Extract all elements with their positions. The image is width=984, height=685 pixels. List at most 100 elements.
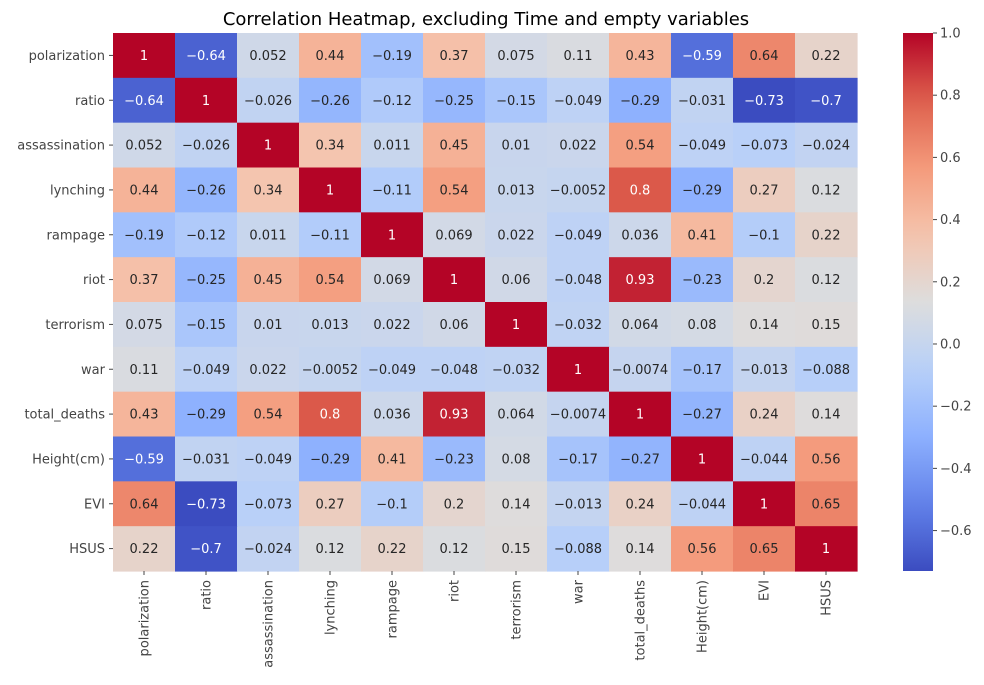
cell-value-label: 0.12 bbox=[812, 273, 841, 288]
cell-value-label: 0.8 bbox=[320, 408, 341, 423]
cell-value-label: 0.064 bbox=[621, 318, 658, 333]
heatmap-cell bbox=[113, 212, 176, 258]
cell-value-label: 1 bbox=[450, 273, 458, 288]
colorbar-tick-label: −0.6 bbox=[940, 524, 972, 539]
heatmap-cell bbox=[299, 391, 362, 438]
heatmap-cell bbox=[299, 302, 362, 348]
heatmap-cell bbox=[795, 212, 858, 258]
heatmap-cell bbox=[175, 257, 238, 303]
heatmap-cell bbox=[795, 77, 858, 124]
heatmap-cell bbox=[113, 346, 176, 393]
cell-value-label: 0.013 bbox=[497, 183, 534, 198]
heatmap-cell bbox=[423, 257, 486, 303]
y-tick-label: rampage bbox=[47, 228, 105, 243]
x-tick-label: rampage bbox=[386, 580, 401, 638]
heatmap-cell bbox=[299, 33, 362, 79]
heatmap-cell bbox=[299, 481, 362, 527]
cell-value-label: 0.075 bbox=[125, 318, 162, 333]
cell-value-label: −0.73 bbox=[744, 94, 784, 109]
heatmap-cell bbox=[485, 212, 548, 258]
cell-value-label: 0.01 bbox=[254, 318, 283, 333]
colorbar-tick-label: 0.6 bbox=[940, 151, 961, 166]
cell-value-label: −0.11 bbox=[310, 228, 350, 243]
colorbar-tick-label: 1.0 bbox=[940, 27, 961, 42]
cell-value-label: −0.026 bbox=[182, 139, 230, 154]
heatmap-cell bbox=[547, 481, 610, 527]
heatmap-cell bbox=[547, 77, 610, 124]
cell-value-label: 1 bbox=[698, 452, 706, 467]
heatmap-cell bbox=[485, 526, 548, 572]
heatmap-cell bbox=[361, 436, 424, 482]
heatmap-cell bbox=[485, 77, 548, 124]
cell-value-label: 0.22 bbox=[812, 228, 841, 243]
cell-value-label: 0.022 bbox=[497, 228, 534, 243]
heatmap-cell bbox=[423, 346, 486, 393]
colorbar-tick-label: 0.8 bbox=[940, 89, 961, 104]
heatmap-cell bbox=[423, 212, 486, 258]
heatmap-cell bbox=[671, 33, 734, 79]
cell-value-label: −0.26 bbox=[310, 94, 350, 109]
heatmap-cell bbox=[671, 436, 734, 482]
heatmap-cell bbox=[671, 77, 734, 124]
y-tick-label: assassination bbox=[17, 139, 105, 154]
heatmap-cell bbox=[795, 302, 858, 348]
y-tick-label: polarization bbox=[29, 49, 105, 64]
y-axis-tick-labels: polarization ratio assassination lynching ra… bbox=[17, 49, 113, 557]
cell-value-label: 0.24 bbox=[750, 408, 779, 423]
x-tick-label: total_deaths bbox=[634, 580, 649, 661]
y-tick-label: total_deaths bbox=[24, 408, 105, 423]
cell-value-label: −0.26 bbox=[186, 183, 226, 198]
heatmap-cell bbox=[423, 526, 486, 572]
cell-value-label: 0.06 bbox=[440, 318, 469, 333]
cell-value-label: 0.56 bbox=[812, 452, 841, 467]
cell-value-label: 0.54 bbox=[254, 408, 283, 423]
heatmap-cell bbox=[423, 167, 486, 213]
heatmap-cell bbox=[113, 257, 176, 303]
heatmap-cell bbox=[547, 122, 610, 169]
heatmap-cell bbox=[361, 526, 424, 572]
cell-value-label: −0.19 bbox=[372, 49, 412, 64]
heatmap-cell bbox=[423, 77, 486, 124]
heatmap-cell bbox=[733, 302, 796, 348]
heatmap-cell bbox=[299, 167, 362, 213]
heatmap-cell bbox=[671, 122, 734, 169]
heatmap-cell bbox=[361, 302, 424, 348]
heatmap-cell bbox=[113, 526, 176, 572]
cell-value-label: 0.08 bbox=[502, 452, 531, 467]
heatmap-cell bbox=[237, 481, 300, 527]
heatmap-cell bbox=[113, 481, 176, 527]
heatmap-cell bbox=[609, 436, 672, 482]
y-tick-label: EVI bbox=[84, 497, 105, 512]
heatmap-cell bbox=[361, 212, 424, 258]
cell-value-label: 0.11 bbox=[130, 363, 159, 378]
heatmap-cell bbox=[237, 346, 300, 393]
cell-value-label: −0.073 bbox=[740, 139, 788, 154]
cell-value-label: −0.15 bbox=[186, 318, 226, 333]
colorbar: 1.0 0.8 0.6 0.4 0.2 0.0 −0.2 −0.4 −0.6 bbox=[903, 27, 972, 571]
heatmap-cell bbox=[485, 346, 548, 393]
heatmap-cell bbox=[299, 257, 362, 303]
cell-value-label: 0.93 bbox=[626, 273, 655, 288]
cell-value-label: −0.27 bbox=[682, 408, 722, 423]
cell-value-label: 1 bbox=[574, 363, 582, 378]
x-tick-label: terrorism bbox=[510, 580, 525, 640]
y-tick-label: Height(cm) bbox=[32, 452, 105, 467]
heatmap-cell bbox=[113, 33, 176, 79]
heatmap-cell bbox=[361, 481, 424, 527]
cell-value-label: 1 bbox=[760, 497, 768, 512]
cell-value-label: 0.12 bbox=[812, 183, 841, 198]
cell-value-label: 0.65 bbox=[750, 542, 779, 557]
x-tick-label: riot bbox=[448, 580, 463, 602]
cell-value-label: 1 bbox=[636, 408, 644, 423]
cell-value-label: 0.43 bbox=[626, 49, 655, 64]
cell-value-label: 0.052 bbox=[125, 139, 162, 154]
cell-value-label: 0.93 bbox=[440, 408, 469, 423]
heatmap-cell bbox=[733, 436, 796, 482]
heatmap-cell bbox=[671, 526, 734, 572]
cell-value-label: −0.013 bbox=[554, 497, 602, 512]
cell-annotations: 1 −0.64 0.052 0.44 −0.19 0.37 0.075 0.11 0.43 −0.… bbox=[124, 49, 850, 557]
y-tick-label: lynching bbox=[50, 183, 105, 198]
heatmap-cell bbox=[361, 77, 424, 124]
heatmap-cell bbox=[609, 481, 672, 527]
cell-value-label: −0.59 bbox=[124, 452, 164, 467]
